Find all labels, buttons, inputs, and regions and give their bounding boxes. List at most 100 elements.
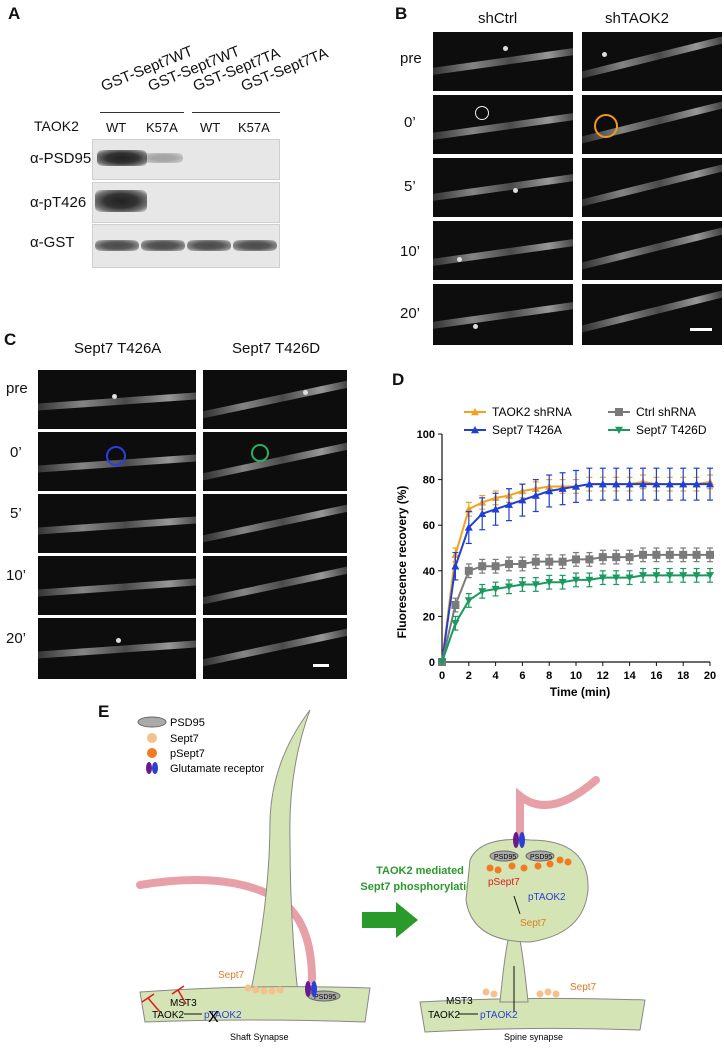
data-point <box>612 553 621 562</box>
image-b-shtaok2-10 <box>582 221 722 280</box>
data-point <box>505 583 513 591</box>
image-b-shtaok2-5 <box>582 158 722 217</box>
diagram-legend: PSD95 Sept7 pSept7 Glutamate receptor <box>137 716 264 775</box>
data-point <box>505 559 513 568</box>
taok2-row-label: TAOK2 <box>34 118 79 134</box>
panel-d-label: D <box>392 370 405 389</box>
blot-psd95 <box>92 139 280 180</box>
spine-ptaok2-label: pTAOK2 <box>528 892 566 903</box>
legend-sept7: Sept7 <box>170 733 199 745</box>
psd95-legend-icon <box>137 716 167 728</box>
shaft-synapse: PSD95 Sept7 MST3 TAOK2 pTAOK2 X Shaft Sy… <box>136 709 371 1042</box>
legend-item: Ctrl shRNA <box>608 405 696 419</box>
data-point <box>531 491 540 499</box>
data-point <box>692 550 701 559</box>
data-point <box>505 500 513 508</box>
band <box>187 240 231 251</box>
shaft-mst3-label: MST3 <box>170 998 197 1009</box>
x-tick-label: 16 <box>650 670 662 682</box>
blot-label-gst: α-GST <box>30 234 75 251</box>
bleach-roi-circle <box>475 106 489 120</box>
shaft-taok2-label: TAOK2 <box>152 1010 184 1021</box>
data-point <box>478 562 487 571</box>
x-axis-label: Time (min) <box>550 685 610 699</box>
arrow-text-2: Sept7 phosphorylation <box>360 881 479 893</box>
col-t426d: Sept7 T426D <box>232 340 321 357</box>
tp-c-pre: pre <box>6 380 28 397</box>
data-point <box>665 480 674 488</box>
data-point <box>612 480 621 488</box>
tp-b-0: 0’ <box>404 114 416 131</box>
psept7-legend-icon <box>147 748 157 758</box>
legend-psept7: pSept7 <box>170 748 205 760</box>
col-shtaok2: shTAOK2 <box>605 10 669 27</box>
data-point <box>692 572 701 580</box>
receptor-legend-icon <box>146 762 152 774</box>
data-point <box>478 588 487 596</box>
scale-bar <box>313 664 329 667</box>
spine-synapse-caption: Spine synapse <box>504 1032 563 1042</box>
synapse-diagram: PSD95 Sept7 pSept7 Glutamate receptor PS… <box>136 709 646 1042</box>
image-c-t426d-20 <box>203 618 347 679</box>
data-point <box>639 572 647 580</box>
data-point <box>652 572 661 580</box>
blot-label-psd95: α-PSD95 <box>30 150 92 167</box>
blot-pt426 <box>92 182 280 223</box>
data-point <box>639 550 647 559</box>
chart-legend: TAOK2 shRNA Sept7 T426A Ctrl shRNA Sept7 T4… <box>464 405 707 437</box>
data-point <box>518 581 527 589</box>
data-point <box>491 562 500 571</box>
series-sept7-t426d <box>438 567 714 666</box>
col-shctrl: shCtrl <box>478 10 518 27</box>
image-c-t426a-20 <box>38 618 196 679</box>
band <box>95 240 139 251</box>
spine-sept7-head-label: Sept7 <box>520 918 547 929</box>
genotype-4: K57A <box>238 120 270 135</box>
data-point <box>598 553 607 562</box>
transition-arrow-icon <box>362 902 418 938</box>
image-b-shctrl-5 <box>433 158 573 217</box>
shaft-sept7-label: Sept7 <box>218 970 245 981</box>
data-point <box>545 487 554 495</box>
image-b-shtaok2-20 <box>582 284 722 345</box>
data-point <box>572 482 580 490</box>
tp-b-20: 20’ <box>400 305 421 322</box>
legend-label: Sept7 T426D <box>636 423 707 437</box>
legend-psd95: PSD95 <box>170 717 205 729</box>
data-point <box>706 480 714 488</box>
legend-swatch-marker <box>615 408 623 416</box>
frap-chart: TAOK2 shRNA Sept7 T426A Ctrl shRNA Sept7 T4… <box>395 405 716 699</box>
bleach-roi-circle <box>106 446 126 466</box>
data-point <box>665 550 674 559</box>
x-tick-label: 10 <box>570 670 582 682</box>
data-point <box>598 480 607 488</box>
image-c-t426d-0 <box>203 432 347 491</box>
data-point <box>478 509 487 517</box>
data-point <box>639 480 647 488</box>
bleach-roi-circle <box>251 444 269 462</box>
data-point <box>531 581 540 589</box>
image-b-shctrl-10 <box>433 221 573 280</box>
y-tick-label: 0 <box>429 657 435 669</box>
image-b-shctrl-pre <box>433 32 573 91</box>
spine-ptaok2-shaft-label: pTAOK2 <box>480 1010 518 1021</box>
data-point <box>558 557 567 566</box>
image-c-t426a-5 <box>38 494 196 553</box>
tp-b-pre: pre <box>400 50 422 67</box>
glutamate-receptor <box>513 832 519 848</box>
data-point <box>652 480 661 488</box>
panel-e-label: E <box>98 702 110 721</box>
x-tick-label: 2 <box>466 670 472 682</box>
shaft-ptaok2-label: pTAOK2 <box>204 1010 242 1021</box>
spine-psd95-label-left: PSD95 <box>494 854 516 861</box>
data-point <box>679 572 688 580</box>
col-t426a: Sept7 T426A <box>74 340 162 357</box>
legend-swatch-marker <box>471 408 479 416</box>
data-point <box>464 505 473 513</box>
data-point <box>665 572 674 580</box>
data-point <box>585 555 594 564</box>
image-c-t426d-5 <box>203 494 347 553</box>
image-c-t426d-pre <box>203 370 347 429</box>
psd95-label: PSD95 <box>314 994 336 1001</box>
tp-c-20: 20’ <box>6 630 27 647</box>
